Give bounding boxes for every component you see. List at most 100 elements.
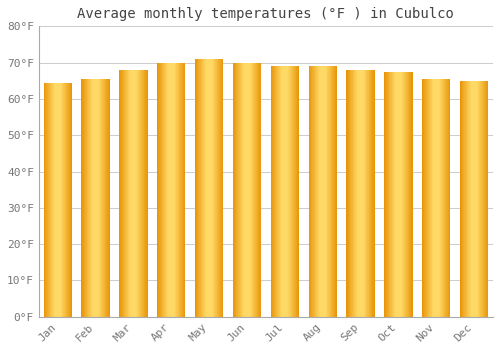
Bar <box>130 70 131 317</box>
Bar <box>404 72 405 317</box>
Bar <box>365 70 366 317</box>
Bar <box>69 83 70 317</box>
Bar <box>67 83 68 317</box>
Bar <box>252 63 253 317</box>
Bar <box>143 70 144 317</box>
Bar <box>208 59 209 317</box>
Bar <box>348 70 349 317</box>
Bar <box>251 63 252 317</box>
Bar <box>357 70 358 317</box>
Bar <box>292 66 293 317</box>
Bar <box>442 79 443 317</box>
Bar <box>334 66 335 317</box>
Bar <box>218 59 219 317</box>
Bar <box>275 66 276 317</box>
Bar <box>46 83 47 317</box>
Bar <box>65 83 66 317</box>
Bar <box>58 83 59 317</box>
Bar <box>88 79 89 317</box>
Bar <box>436 79 437 317</box>
Bar <box>167 63 168 317</box>
Bar <box>241 63 242 317</box>
Bar <box>196 59 197 317</box>
Bar <box>448 79 449 317</box>
Bar <box>257 63 258 317</box>
Bar <box>272 66 273 317</box>
Bar <box>403 72 404 317</box>
Bar <box>255 63 256 317</box>
Bar <box>392 72 394 317</box>
Bar <box>138 70 139 317</box>
Bar <box>428 79 429 317</box>
Bar <box>234 63 235 317</box>
Bar <box>235 63 236 317</box>
Bar <box>368 70 369 317</box>
Bar <box>209 59 210 317</box>
Bar <box>426 79 427 317</box>
Bar <box>56 83 57 317</box>
Bar <box>273 66 274 317</box>
Bar <box>484 81 485 317</box>
Bar <box>122 70 123 317</box>
Bar <box>310 66 311 317</box>
Bar <box>280 66 281 317</box>
Bar <box>439 79 440 317</box>
Bar <box>283 66 284 317</box>
Bar <box>82 79 83 317</box>
Bar <box>177 63 178 317</box>
Bar <box>135 70 136 317</box>
Bar <box>349 70 350 317</box>
Bar <box>472 81 473 317</box>
Bar <box>391 72 392 317</box>
Bar <box>330 66 331 317</box>
Bar <box>98 79 99 317</box>
Bar <box>147 70 148 317</box>
Bar <box>445 79 446 317</box>
Bar <box>480 81 481 317</box>
Bar <box>351 70 352 317</box>
Bar <box>328 66 329 317</box>
Bar <box>53 83 54 317</box>
Bar <box>90 79 91 317</box>
Bar <box>400 72 402 317</box>
Bar <box>321 66 322 317</box>
Bar <box>204 59 205 317</box>
Bar <box>384 72 385 317</box>
Bar <box>166 63 167 317</box>
Bar <box>125 70 126 317</box>
Bar <box>447 79 448 317</box>
Bar <box>286 66 287 317</box>
Bar <box>358 70 359 317</box>
Bar <box>276 66 277 317</box>
Bar <box>396 72 398 317</box>
Bar <box>83 79 84 317</box>
Bar <box>389 72 390 317</box>
Bar <box>363 70 364 317</box>
Bar <box>398 72 399 317</box>
Bar <box>170 63 172 317</box>
Bar <box>51 83 52 317</box>
Bar <box>195 59 196 317</box>
Title: Average monthly temperatures (°F ) in Cubulco: Average monthly temperatures (°F ) in Cu… <box>78 7 454 21</box>
Bar <box>371 70 372 317</box>
Bar <box>157 63 158 317</box>
Bar <box>106 79 107 317</box>
Bar <box>173 63 174 317</box>
Bar <box>233 63 234 317</box>
Bar <box>329 66 330 317</box>
Bar <box>109 79 110 317</box>
Bar <box>274 66 275 317</box>
Bar <box>66 83 67 317</box>
Bar <box>96 79 98 317</box>
Bar <box>324 66 325 317</box>
Bar <box>424 79 425 317</box>
Bar <box>214 59 215 317</box>
Bar <box>366 70 367 317</box>
Bar <box>313 66 314 317</box>
Bar <box>201 59 202 317</box>
Bar <box>131 70 132 317</box>
Bar <box>128 70 129 317</box>
Bar <box>184 63 185 317</box>
Bar <box>210 59 211 317</box>
Bar <box>367 70 368 317</box>
